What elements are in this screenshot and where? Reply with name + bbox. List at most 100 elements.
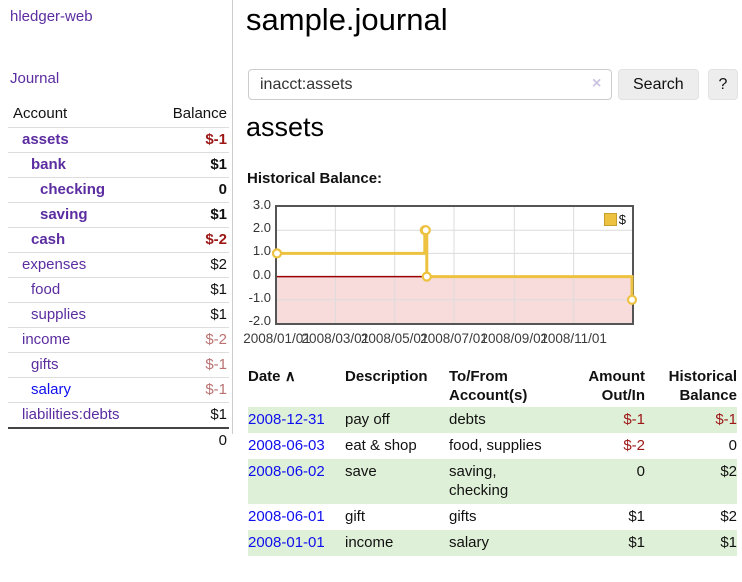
account-link[interactable]: cash <box>31 231 66 248</box>
transaction-description: gift <box>345 508 366 525</box>
transaction-date-link[interactable]: 2008-06-01 <box>248 508 325 525</box>
search-button[interactable]: Search <box>618 69 699 100</box>
account-balance: $1 <box>210 406 227 423</box>
y-tick-label: 2.0 <box>252 220 271 236</box>
col-header-date[interactable]: Date ∧ <box>248 368 296 385</box>
transaction-date-link[interactable]: 2008-06-03 <box>248 437 325 454</box>
account-balance: $2 <box>210 256 227 273</box>
transaction-row: 2008-06-01 gift gifts $1 $2 <box>248 504 737 530</box>
transaction-row: 2008-06-02 save saving, checking 0 $2 <box>248 459 737 504</box>
y-tick-label: -2.0 <box>248 313 271 328</box>
transaction-accounts: salary <box>449 534 490 551</box>
clear-search-icon[interactable]: × <box>592 75 602 92</box>
col-header-balance: Historical Balance <box>668 368 737 404</box>
account-balance: $-1 <box>205 381 227 398</box>
account-balance: 0 <box>218 181 227 198</box>
y-tick-label: 1.0 <box>252 243 271 259</box>
account-link[interactable]: bank <box>31 156 67 173</box>
account-link[interactable]: salary <box>31 381 72 398</box>
account-link[interactable]: gifts <box>31 356 59 373</box>
accounts-header-balance: Balance <box>172 105 227 122</box>
transaction-description: save <box>345 463 377 480</box>
accounts-total-row: 0 <box>8 428 229 453</box>
transaction-amount: 0 <box>636 463 645 480</box>
accounts-body: assets $-1 bank $1 checking 0 saving $1 cash $-2 e… <box>8 127 229 429</box>
account-balance: $1 <box>210 206 227 223</box>
account-heading: assets <box>246 112 325 142</box>
transaction-description: pay off <box>345 411 390 428</box>
x-tick-label: 2008/05/01 <box>360 331 429 346</box>
account-link[interactable]: expenses <box>22 256 87 273</box>
transactions-table: Date ∧ Description To/From Account(s) Am… <box>248 365 737 556</box>
account-link[interactable]: assets <box>22 131 69 148</box>
account-balance: $1 <box>210 306 227 323</box>
transaction-date-link[interactable]: 2008-01-01 <box>248 534 325 551</box>
legend-label: $ <box>618 212 626 227</box>
account-row: liabilities:debts $1 <box>8 402 229 429</box>
account-balance: $-1 <box>205 131 227 148</box>
chart-legend: $ <box>603 212 626 227</box>
y-tick-label: 3.0 <box>252 197 271 212</box>
account-link[interactable]: saving <box>40 206 88 223</box>
transaction-row: 2008-12-31 pay off debts $-1 $-1 <box>248 407 737 433</box>
transaction-row: 2008-06-03 eat & shop food, supplies $-2 0 <box>248 433 737 459</box>
account-row: gifts $-1 <box>8 352 229 378</box>
accounts-total-value: 0 <box>218 432 227 449</box>
account-link[interactable]: income <box>22 331 71 348</box>
x-tick-label: 2008/07/01 <box>420 331 488 346</box>
transaction-description: eat & shop <box>345 437 417 454</box>
sidebar-item-journal[interactable]: Journal <box>10 70 60 87</box>
y-tick-label: 0.0 <box>252 266 271 282</box>
transaction-accounts: saving, checking <box>449 463 509 499</box>
account-link[interactable]: checking <box>40 181 106 198</box>
page-title: sample.journal <box>246 2 448 37</box>
account-row: food $1 <box>8 277 229 303</box>
transactions-header-row: Date ∧ Description To/From Account(s) Am… <box>248 365 737 407</box>
accounts-table: Account Balance assets $-1 bank $1 checking 0… <box>8 101 229 453</box>
app-brand-link[interactable]: hledger-web <box>10 8 93 25</box>
transactions-body: 2008-12-31 pay off debts $-1 $-1 2008-06-03 ea… <box>248 407 737 556</box>
account-balance: $1 <box>210 281 227 298</box>
x-tick-label: 2008/03/01 <box>301 331 370 346</box>
col-header-description: Description <box>345 368 428 385</box>
account-row: bank $1 <box>8 152 229 178</box>
account-balance: $-1 <box>205 356 227 373</box>
transaction-amount: $-2 <box>623 437 645 454</box>
historical-balance-chart[interactable]: $ <box>271 205 638 325</box>
accounts-total-spacer <box>8 428 151 453</box>
account-link[interactable]: food <box>31 281 61 298</box>
transaction-description: income <box>345 534 394 551</box>
transaction-amount: $1 <box>628 508 645 525</box>
y-tick-label: -1.0 <box>248 289 271 305</box>
col-header-accounts: To/From Account(s) <box>449 368 528 404</box>
transaction-accounts: gifts <box>449 508 477 525</box>
search-input[interactable] <box>248 69 612 100</box>
account-row: checking 0 <box>8 177 229 203</box>
account-row: expenses $2 <box>8 252 229 278</box>
account-link[interactable]: liabilities:debts <box>22 406 120 423</box>
transaction-balance: 0 <box>728 437 737 454</box>
help-button[interactable]: ? <box>708 69 738 100</box>
accounts-header-account: Account <box>13 105 68 122</box>
x-tick-label: 2008/09/01 <box>480 331 549 346</box>
transaction-balance: $-1 <box>715 411 737 428</box>
account-row: assets $-1 <box>8 127 229 153</box>
col-header-amount: Amount Out/In <box>588 368 645 404</box>
transaction-amount: $1 <box>628 534 645 551</box>
legend-swatch-icon <box>603 213 617 226</box>
transaction-balance: $2 <box>720 463 737 480</box>
transaction-accounts: food, supplies <box>449 437 542 454</box>
account-row: cash $-2 <box>8 227 229 253</box>
account-link[interactable]: supplies <box>31 306 87 323</box>
chart-y-axis-labels: 3.0 2.0 1.0 0.0 -1.0 -2.0 <box>238 197 271 328</box>
transaction-amount: $-1 <box>623 411 645 428</box>
account-balance: $1 <box>210 156 227 173</box>
x-tick-label: 2008/01/01 <box>243 331 311 346</box>
x-tick-label: 2008/11/01 <box>540 331 607 346</box>
account-balance: $-2 <box>205 331 227 348</box>
transaction-date-link[interactable]: 2008-06-02 <box>248 463 325 480</box>
account-row: saving $1 <box>8 202 229 228</box>
transaction-date-link[interactable]: 2008-12-31 <box>248 411 325 428</box>
sort-asc-icon: ∧ <box>284 368 296 385</box>
